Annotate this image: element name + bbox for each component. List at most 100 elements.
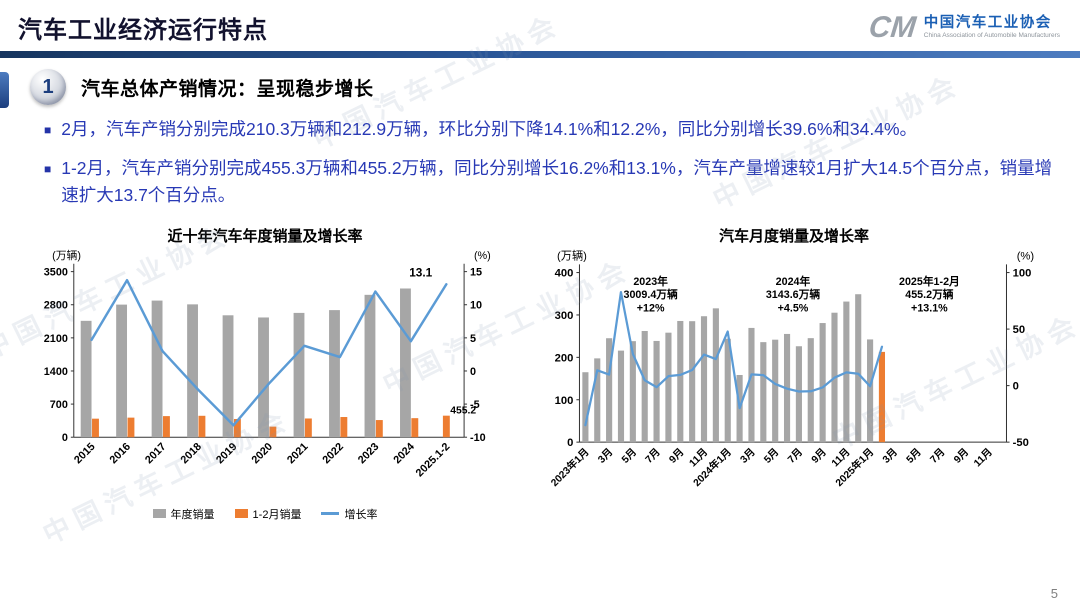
svg-text:9月: 9月: [809, 446, 829, 466]
org-name-en: China Association of Automobile Manufact…: [923, 32, 1060, 40]
left-accent-stripe: [0, 72, 9, 108]
svg-text:3月: 3月: [738, 446, 758, 466]
svg-text:50: 50: [1013, 324, 1025, 336]
svg-text:3月: 3月: [880, 446, 900, 466]
legend-label: 增长率: [344, 508, 378, 521]
annual-chart-title: 近十年汽车年度销量及增长率: [167, 227, 363, 245]
svg-text:+13.1%: +13.1%: [911, 302, 948, 314]
svg-text:2800: 2800: [44, 299, 68, 311]
svg-text:200: 200: [555, 352, 574, 364]
section-number-badge: 1: [30, 69, 66, 105]
svg-text:7月: 7月: [928, 446, 948, 466]
bullet-text: 2月，汽车产销分别完成210.3万辆和212.9万辆，环比分别下降14.1%和1…: [61, 119, 918, 139]
svg-text:2024年: 2024年: [776, 275, 811, 288]
svg-text:0: 0: [567, 437, 573, 449]
caam-logo: CM 中国汽车工业协会 China Association of Automob…: [867, 10, 1060, 45]
legend-label: 年度销量: [170, 508, 215, 521]
svg-text:2100: 2100: [44, 333, 68, 345]
svg-text:15: 15: [470, 266, 482, 278]
section-title-sub: 呈现稳步增长: [256, 78, 374, 100]
svg-text:10: 10: [470, 299, 482, 311]
svg-text:5: 5: [470, 333, 476, 345]
svg-text:(万辆): (万辆): [557, 248, 587, 262]
legend-item: 年度销量: [152, 506, 215, 522]
bullet-list: ■ 2月，汽车产销分别完成210.3万辆和212.9万辆，环比分别下降14.1%…: [0, 107, 1080, 208]
svg-text:+12%: +12%: [637, 302, 665, 314]
svg-text:(万辆): (万辆): [52, 248, 81, 262]
legend-square-swatch: [234, 509, 248, 519]
svg-text:(%): (%): [474, 250, 491, 262]
svg-text:0: 0: [62, 432, 68, 444]
svg-text:7月: 7月: [643, 446, 663, 466]
svg-text:3143.6万辆: 3143.6万辆: [766, 288, 821, 301]
annual-sales-chart: 近十年汽车年度销量及增长率 (万辆) (%) 0 700 1400 2100 2800 350…: [22, 225, 508, 530]
svg-text:455.2万辆: 455.2万辆: [905, 288, 954, 301]
svg-text:2017: 2017: [143, 440, 169, 466]
svg-text:2023: 2023: [356, 440, 382, 466]
svg-text:2015: 2015: [72, 440, 98, 466]
org-name-cn: 中国汽车工业协会: [923, 15, 1052, 32]
svg-text:455.2: 455.2: [450, 405, 476, 416]
svg-text:2018: 2018: [179, 440, 205, 466]
header-divider: [0, 51, 1080, 58]
legend-label: 1-2月销量: [252, 508, 302, 521]
svg-text:3500: 3500: [44, 266, 68, 278]
section-header: 1 汽车总体产销情况：呈现稳步增长: [0, 58, 1080, 107]
svg-text:7月: 7月: [785, 446, 805, 466]
svg-text:2022: 2022: [320, 440, 346, 466]
svg-text:400: 400: [555, 267, 574, 279]
svg-text:1400: 1400: [44, 366, 68, 378]
section-title: 汽车总体产销情况：呈现稳步增长: [81, 74, 374, 101]
svg-text:11月: 11月: [972, 446, 995, 469]
page-title: 汽车工业经济运行特点: [18, 17, 268, 44]
monthly-sales-chart: 汽车月度销量及增长率 (万辆) (%) 0 100 200 300 400 -50 0 50 100…: [532, 225, 1056, 530]
svg-text:100: 100: [555, 395, 574, 407]
bullet-marker-icon: ■: [44, 162, 52, 177]
caam-logo-mark: CM: [867, 10, 918, 44]
svg-text:2020: 2020: [249, 440, 275, 466]
svg-text:(%): (%): [1017, 250, 1035, 262]
svg-text:0: 0: [1013, 380, 1019, 392]
svg-text:5月: 5月: [762, 446, 782, 466]
svg-text:2023年: 2023年: [633, 275, 668, 288]
caam-logo-text: 中国汽车工业协会 China Association of Automobile…: [924, 15, 1060, 39]
legend-square-swatch: [152, 509, 166, 519]
legend-line-swatch: [321, 512, 340, 516]
svg-text:2025.1-2: 2025.1-2: [414, 440, 453, 479]
charts-row: 近十年汽车年度销量及增长率 (万辆) (%) 0 700 1400 2100 2800 350…: [0, 221, 1080, 530]
bullet-item: ■ 2月，汽车产销分别完成210.3万辆和212.9万辆，环比分别下降14.1%…: [44, 116, 1054, 142]
slide-header: 汽车工业经济运行特点 CM 中国汽车工业协会 China Association…: [0, 0, 1080, 51]
svg-text:-10: -10: [470, 432, 486, 444]
annual-chart-canvas: (万辆) (%) 0 700 1400 2100 2800 3500 -10 -5 0 5 10 15 20…: [44, 248, 491, 480]
page-number: 5: [1050, 586, 1058, 601]
svg-text:13.1: 13.1: [409, 265, 432, 279]
svg-text:5月: 5月: [619, 446, 639, 466]
svg-text:9月: 9月: [667, 446, 687, 466]
svg-text:-5: -5: [470, 399, 480, 411]
svg-text:2019: 2019: [214, 440, 240, 466]
svg-text:0: 0: [470, 366, 476, 378]
svg-text:9月: 9月: [951, 446, 971, 466]
svg-text:100: 100: [1013, 267, 1032, 279]
bullet-item: ■ 1-2月，汽车产销分别完成455.3万辆和455.2万辆，同比分别增长16.…: [44, 155, 1054, 208]
bullet-marker-icon: ■: [44, 123, 52, 137]
svg-text:2021: 2021: [285, 440, 311, 466]
svg-text:-50: -50: [1013, 437, 1029, 449]
legend-item: 1-2月销量: [234, 506, 302, 522]
svg-text:5月: 5月: [904, 446, 924, 466]
svg-text:3009.4万辆: 3009.4万辆: [624, 288, 679, 301]
svg-text:3月: 3月: [596, 446, 616, 466]
svg-text:2025年1-2月: 2025年1-2月: [899, 275, 960, 288]
svg-text:2024: 2024: [391, 440, 417, 466]
monthly-chart-title: 汽车月度销量及增长率: [718, 227, 869, 245]
legend-item: 增长率: [321, 506, 377, 522]
annual-chart-legend: 年度销量 1-2月销量 增长率: [22, 506, 508, 522]
svg-text:+4.5%: +4.5%: [778, 302, 809, 314]
svg-text:700: 700: [50, 399, 68, 411]
section-title-main: 汽车总体产销情况：: [81, 78, 257, 100]
svg-text:2023年1月: 2023年1月: [548, 445, 592, 489]
svg-text:300: 300: [555, 310, 574, 322]
bullet-text: 1-2月，汽车产销分别完成455.3万辆和455.2万辆，同比分别增长16.2%…: [61, 158, 1053, 205]
